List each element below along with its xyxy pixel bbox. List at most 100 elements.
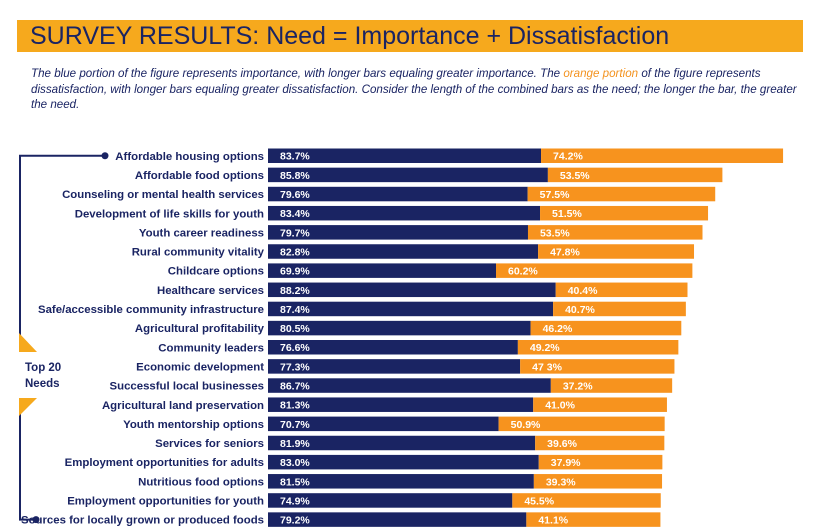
importance-value-label: 77.3% — [280, 361, 310, 373]
dissatisfaction-value-label: 37.9% — [551, 457, 581, 469]
bracket-dot-top — [101, 152, 109, 160]
dissatisfaction-value-label: 45.5% — [524, 495, 554, 507]
importance-value-label: 83.4% — [280, 208, 310, 220]
importance-bar — [268, 397, 534, 412]
importance-bar — [268, 493, 513, 508]
importance-bar — [268, 320, 531, 336]
dissatisfaction-bar — [517, 340, 679, 355]
importance-bar — [268, 416, 499, 432]
dissatisfaction-bar — [530, 320, 682, 336]
dissatisfaction-value-label: 41.1% — [538, 515, 568, 527]
importance-value-label: 81.3% — [280, 400, 310, 412]
page-title: SURVEY RESULTS: Need = Importance + Diss… — [30, 22, 670, 50]
dissatisfaction-value-label: 53.5% — [540, 227, 570, 239]
category-label: Services for seniors — [155, 438, 264, 450]
description-part-2: of the figure represents dissatisfaction… — [31, 67, 797, 111]
side-triangle-bottom — [19, 398, 37, 416]
dissatisfaction-value-label: 40.7% — [565, 304, 595, 316]
chart-description: The blue portion of the figure represent… — [31, 66, 801, 113]
importance-bar — [268, 474, 534, 489]
category-label: Economic development — [136, 361, 264, 373]
category-label: Affordable food options — [135, 170, 264, 182]
importance-value-label: 85.8% — [280, 170, 310, 182]
category-label: Rural community vitality — [132, 247, 265, 259]
dissatisfaction-value-label: 53.5% — [560, 170, 590, 182]
dissatisfaction-value-label: 51.5% — [552, 208, 582, 220]
importance-value-label: 83.0% — [280, 457, 310, 469]
importance-value-label: 86.7% — [280, 381, 310, 393]
importance-bar — [268, 263, 497, 278]
category-label: Youth mentorship options — [123, 419, 264, 431]
dissatisfaction-value-label: 46.2% — [543, 323, 573, 335]
dissatisfaction-bar — [550, 378, 673, 393]
importance-value-label: 81.5% — [280, 476, 310, 488]
dissatisfaction-value-label: 47.8% — [550, 246, 580, 258]
side-label-line2: Needs — [25, 378, 60, 390]
dissatisfaction-bar — [526, 512, 661, 527]
dissatisfaction-value-label: 39.6% — [547, 438, 577, 450]
importance-value-label: 74.9% — [280, 495, 310, 507]
category-label: Development of life skills for youth — [75, 208, 264, 220]
category-label: Agricultural land preservation — [102, 400, 264, 412]
dissatisfaction-bar — [496, 263, 693, 278]
dissatisfaction-bar — [512, 493, 661, 508]
description-part-1: The blue portion of the figure represent… — [31, 67, 564, 80]
dissatisfaction-bar — [527, 186, 716, 202]
importance-value-label: 80.5% — [280, 323, 310, 335]
category-label: Safe/accessible community infrastructure — [38, 304, 264, 316]
importance-bar — [268, 359, 521, 374]
category-label: Healthcare services — [157, 285, 264, 297]
category-label: Childcare options — [168, 266, 264, 278]
category-label: Agricultural profitability — [135, 323, 265, 335]
dissatisfaction-bar — [533, 474, 663, 489]
dissatisfaction-bar — [533, 397, 667, 412]
importance-value-label: 81.9% — [280, 438, 310, 450]
dissatisfaction-bar — [540, 205, 709, 221]
dissatisfaction-value-label: 74.2% — [553, 151, 583, 163]
importance-value-label: 69.9% — [280, 266, 310, 278]
dissatisfaction-bar — [498, 416, 665, 432]
importance-value-label: 87.4% — [280, 304, 310, 316]
category-label: Employment opportunities for adults — [65, 457, 264, 469]
importance-bar — [268, 225, 528, 240]
category-label: Counseling or mental health services — [62, 189, 264, 201]
importance-bar — [268, 282, 556, 298]
dissatisfaction-value-label: 39.3% — [546, 476, 576, 488]
dissatisfaction-value-label: 40.4% — [568, 285, 598, 297]
category-label: Successful local businesses — [110, 381, 264, 393]
bracket-dot-bottom — [32, 516, 40, 524]
importance-bar — [268, 244, 539, 259]
importance-value-label: 79.2% — [280, 515, 310, 527]
dissatisfaction-bar — [538, 244, 695, 259]
importance-value-label: 79.7% — [280, 227, 310, 239]
side-label-box — [14, 352, 74, 402]
side-triangle-top — [19, 333, 37, 352]
category-label: Affordable housing options — [115, 151, 264, 163]
importance-bar — [268, 378, 551, 393]
dissatisfaction-bar — [527, 225, 703, 240]
dissatisfaction-value-label: 57.5% — [540, 189, 570, 201]
importance-value-label: 79.6% — [280, 189, 310, 201]
dissatisfaction-bar — [541, 148, 784, 163]
dissatisfaction-value-label: 60.2% — [508, 266, 538, 278]
importance-bar — [268, 148, 542, 163]
dissatisfaction-value-label: 50.9% — [511, 419, 541, 431]
dissatisfaction-bar — [535, 435, 665, 451]
dissatisfaction-bar — [553, 301, 686, 317]
importance-bar — [268, 186, 528, 202]
importance-bar — [268, 340, 518, 355]
dissatisfaction-value-label: 37.2% — [563, 381, 593, 393]
importance-bar — [268, 205, 541, 221]
category-label: Sources for locally grown or produced fo… — [21, 515, 264, 527]
importance-bar — [268, 454, 539, 470]
importance-value-label: 83.7% — [280, 151, 310, 163]
importance-value-label: 76.6% — [280, 342, 310, 354]
importance-value-label: 70.7% — [280, 419, 310, 431]
category-label: Employment opportunities for youth — [67, 496, 264, 508]
importance-value-label: 82.8% — [280, 246, 310, 258]
side-label-line1: Top 20 — [25, 362, 61, 374]
category-label: Nutritious food options — [138, 476, 264, 488]
dissatisfaction-bar — [538, 454, 663, 470]
description-orange-highlight: orange portion — [563, 67, 639, 80]
